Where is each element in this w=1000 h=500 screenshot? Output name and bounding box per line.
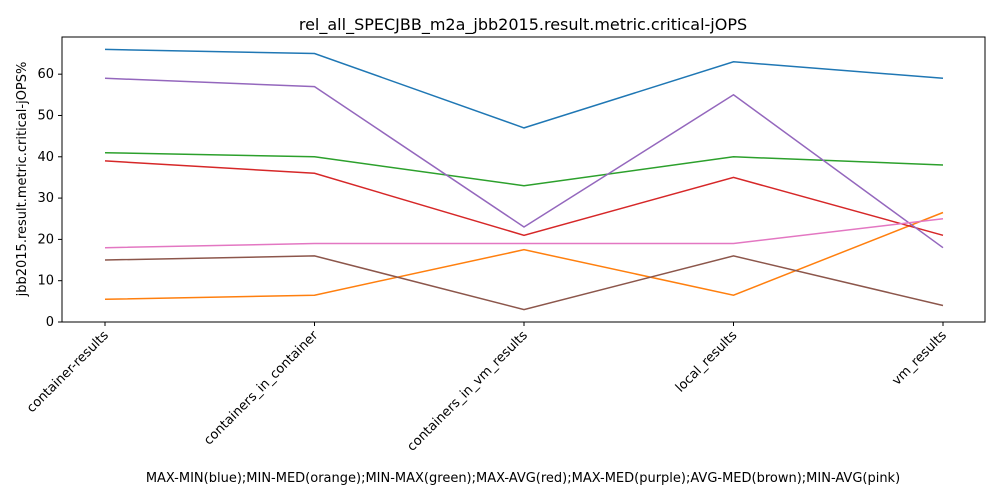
- plot-area: [104, 48, 944, 311]
- series-line-4: [104, 77, 944, 249]
- y-tick-label: 0: [46, 315, 54, 330]
- series-line-1: [104, 211, 944, 301]
- y-tick-label: 60: [37, 67, 54, 82]
- series-line-3: [104, 160, 944, 237]
- series-line-0: [104, 48, 944, 129]
- x-tick-label: container-results: [24, 328, 112, 416]
- y-tick-label: 20: [37, 232, 54, 247]
- x-tick-label: vm_results: [889, 328, 950, 389]
- x-tick-label: local_results: [673, 328, 741, 396]
- y-axis-label: jbb2015.result.metric.critical-jOPS%: [15, 62, 30, 298]
- series-line-6: [104, 217, 944, 249]
- y-tick-label: 50: [37, 108, 54, 123]
- x-tick-label: containers_in_container: [201, 328, 322, 449]
- x-tick-label: containers_in_vm_results: [405, 328, 531, 454]
- series-line-5: [104, 255, 944, 311]
- y-tick-label: 10: [37, 274, 54, 289]
- chart-title: rel_all_SPECJBB_m2a_jbb2015.result.metri…: [299, 15, 747, 35]
- x-axis-label: MAX-MIN(blue);MIN-MED(orange);MIN-MAX(gr…: [146, 471, 900, 486]
- y-tick-label: 40: [37, 150, 54, 165]
- y-tick-label: 30: [37, 191, 54, 206]
- plot-frame: [61, 36, 986, 323]
- series-line-2: [104, 151, 944, 187]
